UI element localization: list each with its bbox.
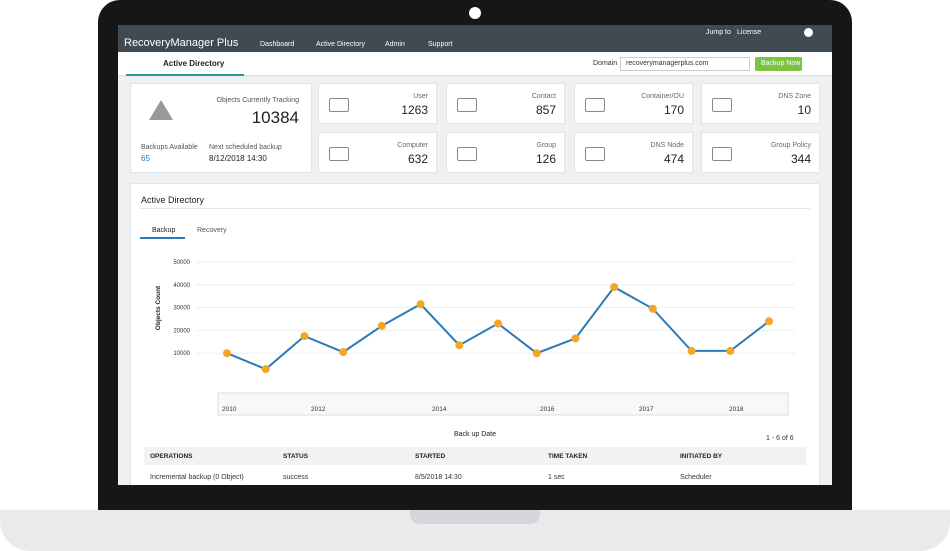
table-cell: 1 sec — [548, 474, 565, 481]
column-header: TIME TAKEN — [548, 453, 588, 460]
tab-underline — [140, 237, 185, 239]
stat-card: Contact 857 — [446, 83, 565, 124]
nav-item[interactable]: Admin — [385, 41, 405, 48]
pyramid-icon — [149, 100, 173, 120]
domain-value: recoverymanagerplus.com — [626, 60, 709, 67]
domain-select[interactable] — [620, 57, 750, 71]
card-value: 857 — [535, 103, 556, 117]
card-icon — [329, 98, 349, 112]
tracking-label: Objects Currently Tracking — [216, 97, 299, 104]
screen: RecoveryManager Plus Dashboard Active Di… — [118, 25, 832, 485]
table-cell: 8/5/2018 14:30 — [415, 474, 462, 481]
nav-item[interactable]: Dashboard — [260, 41, 295, 48]
tab-underline — [126, 74, 244, 76]
card-label: Container/OU — [641, 93, 684, 100]
table-cell: success — [283, 474, 309, 481]
card-value: 126 — [535, 152, 556, 166]
column-header: OPERATIONS — [150, 453, 193, 460]
stat-card: Container/OU 170 — [574, 83, 693, 124]
card-icon — [457, 147, 477, 161]
card-label: DNS Zone — [778, 93, 811, 100]
user-icon[interactable] — [804, 28, 813, 37]
top-nav — [118, 25, 832, 52]
tracking-value: 10384 — [251, 108, 299, 127]
table-cell: Incremental backup (0 Object) — [150, 474, 244, 481]
card-label: User — [413, 93, 428, 100]
card-icon — [585, 147, 605, 161]
card-icon — [457, 98, 477, 112]
tab-backup[interactable]: Backup — [152, 227, 176, 234]
jump-to[interactable]: Jump to — [706, 29, 731, 36]
backups-value[interactable]: 65 — [141, 154, 150, 163]
domain-label: Domain — [593, 60, 618, 67]
card-label: Group — [536, 142, 556, 149]
card-label: Group Policy — [770, 142, 811, 149]
card-label: Computer — [397, 142, 428, 149]
license[interactable]: License — [737, 29, 762, 36]
card-value: 474 — [663, 152, 684, 166]
backup-now-label: Backup Now — [761, 60, 801, 67]
stat-card: DNS Zone 10 — [701, 83, 820, 124]
card-value: 170 — [663, 103, 684, 117]
card-icon — [712, 147, 732, 161]
pager[interactable]: 1 - 6 of 6 — [766, 435, 794, 442]
next-backup-value: 8/12/2018 14:30 — [209, 154, 267, 163]
card-value: 1263 — [401, 103, 428, 117]
card-value: 632 — [407, 152, 428, 166]
card-icon — [585, 98, 605, 112]
tab-recovery[interactable]: Recovery — [197, 227, 227, 234]
summary-card: Objects Currently Tracking 10384 Backups… — [130, 83, 312, 173]
logo[interactable]: RecoveryManager Plus — [124, 37, 239, 49]
panel-divider — [140, 208, 810, 209]
nav-item[interactable]: Active Directory — [316, 41, 366, 48]
card-label: DNS Node — [650, 142, 684, 149]
backups-label: Backups Available — [141, 144, 198, 151]
tab-active-directory[interactable]: Active Directory — [163, 59, 225, 68]
table-header — [144, 447, 806, 465]
card-icon — [712, 98, 732, 112]
backup-now-button[interactable] — [755, 57, 802, 71]
stat-card: Computer 632 — [318, 132, 437, 173]
stat-card: User 1263 — [318, 83, 437, 124]
column-header: STATUS — [283, 453, 309, 460]
panel-title: Active Directory — [141, 195, 205, 205]
stat-card: DNS Node 474 — [574, 132, 693, 173]
stat-card: Group 126 — [446, 132, 565, 173]
camera — [469, 7, 481, 19]
column-header: STARTED — [415, 453, 446, 460]
next-backup-label: Next scheduled backup — [209, 144, 282, 151]
stat-card: Group Policy 344 — [701, 132, 820, 173]
chart-panel — [130, 183, 820, 485]
column-header: INITIATED BY — [680, 453, 723, 460]
table-cell: Scheduler — [680, 474, 712, 481]
card-value: 344 — [790, 152, 811, 166]
card-icon — [329, 147, 349, 161]
nav-item[interactable]: Support — [428, 41, 453, 48]
card-value: 10 — [797, 103, 811, 117]
base-notch — [410, 510, 540, 524]
card-label: Contact — [531, 93, 556, 100]
